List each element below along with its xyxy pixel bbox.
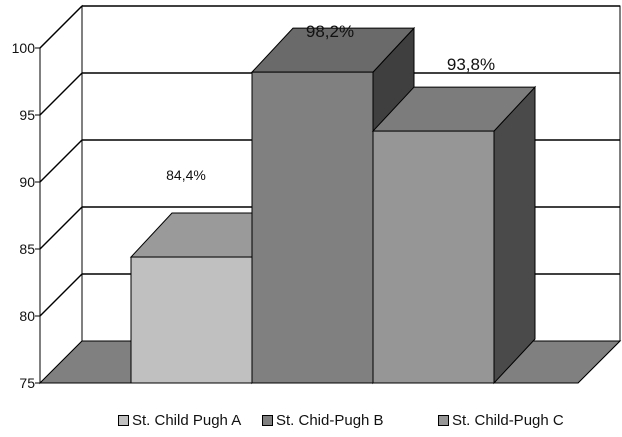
- legend-item: St. Child Pugh A: [118, 412, 241, 429]
- data-label: 93,8%: [447, 55, 495, 74]
- gridline-side: [39, 206, 83, 250]
- chart-side-wall: [39, 4, 83, 385]
- chart-bars: [129, 26, 537, 385]
- gridline-side: [39, 273, 83, 317]
- data-label: 98,2%: [306, 22, 354, 41]
- y-tick-label: 95: [19, 107, 35, 123]
- legend-item: St. Child-Pugh C: [438, 412, 564, 429]
- data-label: 84,4%: [166, 167, 206, 183]
- bar-child-pugh-c: [371, 85, 537, 385]
- legend-label: St. Chid-Pugh B: [276, 412, 384, 429]
- gridline-side: [39, 139, 83, 183]
- legend-label: St. Child-Pugh C: [452, 412, 564, 429]
- y-tick-label: 75: [19, 375, 35, 391]
- legend-swatch: [118, 415, 129, 426]
- legend-swatch: [438, 415, 449, 426]
- data-labels: 84,4% 98,2% 93,8%: [166, 22, 495, 183]
- y-tick-label: 90: [19, 174, 35, 190]
- chart-legend: St. Child Pugh A St. Chid-Pugh B St. Child…: [0, 412, 622, 434]
- gridline-side: [39, 5, 83, 49]
- legend-swatch: [262, 415, 273, 426]
- bar-child-pugh-c-front: [372, 130, 495, 384]
- bar-child-pugh-c-side: [493, 85, 536, 385]
- gridline-side: [39, 72, 83, 116]
- y-axis-tick-labels: 75 80 85 90 95 100: [12, 40, 36, 391]
- bar-child-pugh-b-front: [251, 71, 374, 384]
- bar-child-pugh-a-front: [130, 256, 253, 384]
- y-tick-label: 100: [12, 40, 36, 56]
- y-tick-label: 85: [19, 241, 35, 257]
- legend-label: St. Child Pugh A: [132, 412, 242, 429]
- y-tick-label: 80: [19, 308, 35, 324]
- legend-item: St. Chid-Pugh B: [262, 412, 384, 429]
